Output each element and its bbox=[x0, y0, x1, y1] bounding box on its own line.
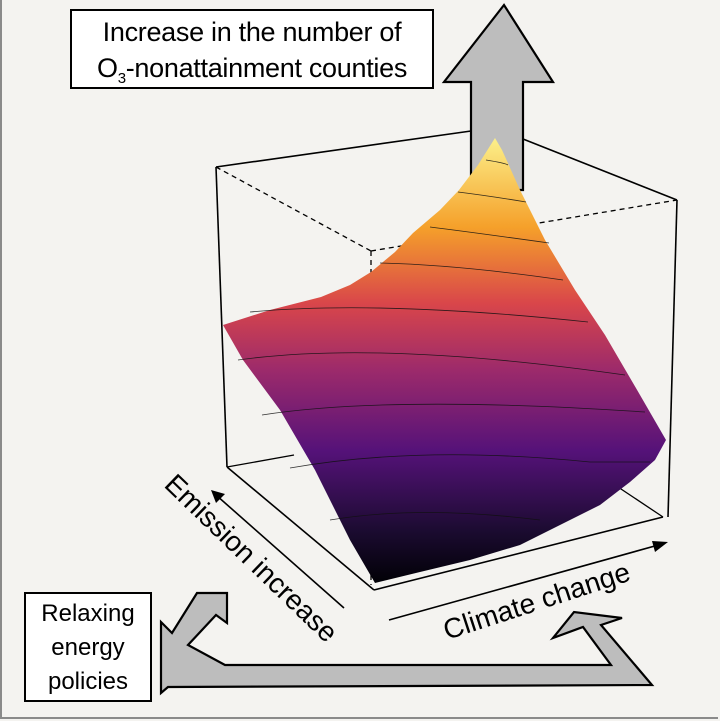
box-edge bbox=[667, 199, 678, 518]
contour-line bbox=[485, 159, 509, 166]
arrowhead-icon bbox=[211, 490, 225, 503]
arrowhead-icon bbox=[652, 541, 668, 552]
box-edge bbox=[226, 454, 295, 468]
contour-line bbox=[379, 262, 564, 281]
box-edge bbox=[522, 138, 678, 201]
contour-line bbox=[261, 403, 646, 416]
ozone-subscript: 3 bbox=[117, 70, 126, 87]
policy-label-line3: policies bbox=[47, 668, 129, 695]
climate-axis-arrow bbox=[388, 541, 668, 621]
box-edge bbox=[226, 466, 375, 591]
policy-label-box: Relaxing energy policies bbox=[24, 592, 152, 702]
emission-axis-arrow bbox=[211, 490, 345, 609]
outcome-label-line2: O3-nonattainment counties bbox=[72, 50, 432, 86]
contour-line bbox=[457, 191, 527, 203]
response-surface bbox=[223, 138, 666, 583]
contour-lines bbox=[237, 159, 650, 521]
box-edge bbox=[215, 166, 228, 468]
box-edge bbox=[215, 130, 472, 168]
policy-label-line1: Relaxing bbox=[41, 600, 135, 627]
policy-label-line2: energy bbox=[51, 634, 125, 661]
ozone-symbol: O bbox=[96, 53, 118, 83]
contour-line bbox=[289, 454, 650, 469]
box-edge bbox=[373, 516, 664, 591]
policy-arrow bbox=[159, 591, 655, 696]
dashed-edge bbox=[215, 166, 372, 252]
box-edge bbox=[614, 484, 664, 518]
increase-arrow bbox=[441, 3, 556, 192]
box-front-edges bbox=[215, 130, 678, 591]
contour-line bbox=[237, 352, 626, 376]
contour-line bbox=[249, 307, 589, 323]
contour-line bbox=[429, 226, 550, 244]
outcome-label-suffix: -nonattainment counties bbox=[125, 53, 408, 83]
contour-line bbox=[329, 512, 541, 521]
outcome-label-line1: Increase in the number of bbox=[102, 17, 402, 47]
outcome-label-box: Increase in the number of O3-nonattainme… bbox=[70, 9, 434, 89]
